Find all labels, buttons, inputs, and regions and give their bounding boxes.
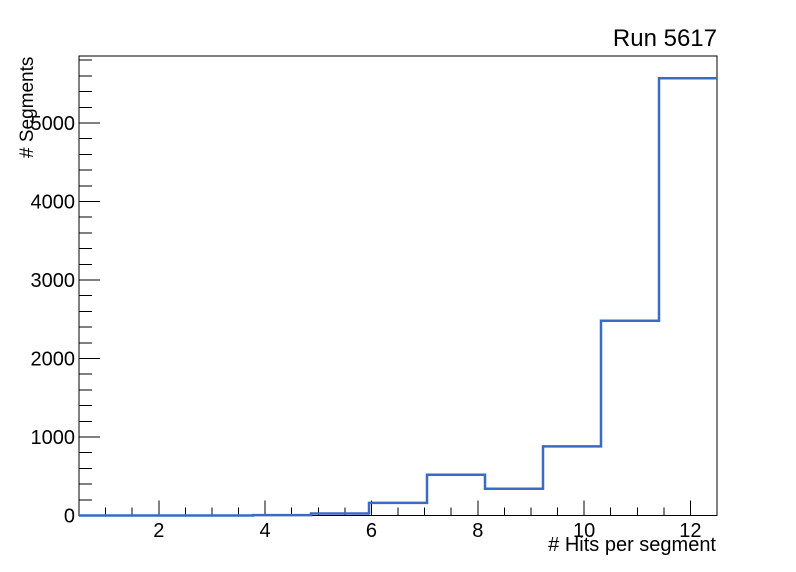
x-tick-label: 6 — [366, 520, 377, 542]
plot-frame — [78, 55, 718, 516]
x-tick-label: 12 — [679, 520, 701, 542]
chart-title: Run 5617 — [612, 25, 717, 52]
x-tick-label: 2 — [153, 520, 164, 542]
histogram-step-line — [79, 77, 717, 517]
y-tick-label: 5000 — [31, 113, 76, 135]
y-tick-label: 4000 — [31, 192, 76, 214]
x-tick-labels: 2 4 6 8 10 12 — [153, 520, 701, 542]
x-tick-label: 10 — [573, 520, 595, 542]
y-axis-title: # Segments — [17, 56, 38, 158]
y-tick-label: 1000 — [31, 427, 76, 449]
x-tick-label: 4 — [260, 520, 271, 542]
y-tick-label: 3000 — [31, 270, 76, 292]
x-tick-label: 8 — [472, 520, 483, 542]
x-axis-title: # Hits per segment — [548, 534, 716, 556]
y-tick-labels: 0 1000 2000 3000 4000 5000 — [31, 113, 76, 527]
y-tick-label: 0 — [64, 506, 75, 528]
y-tick-label: 2000 — [31, 349, 76, 371]
